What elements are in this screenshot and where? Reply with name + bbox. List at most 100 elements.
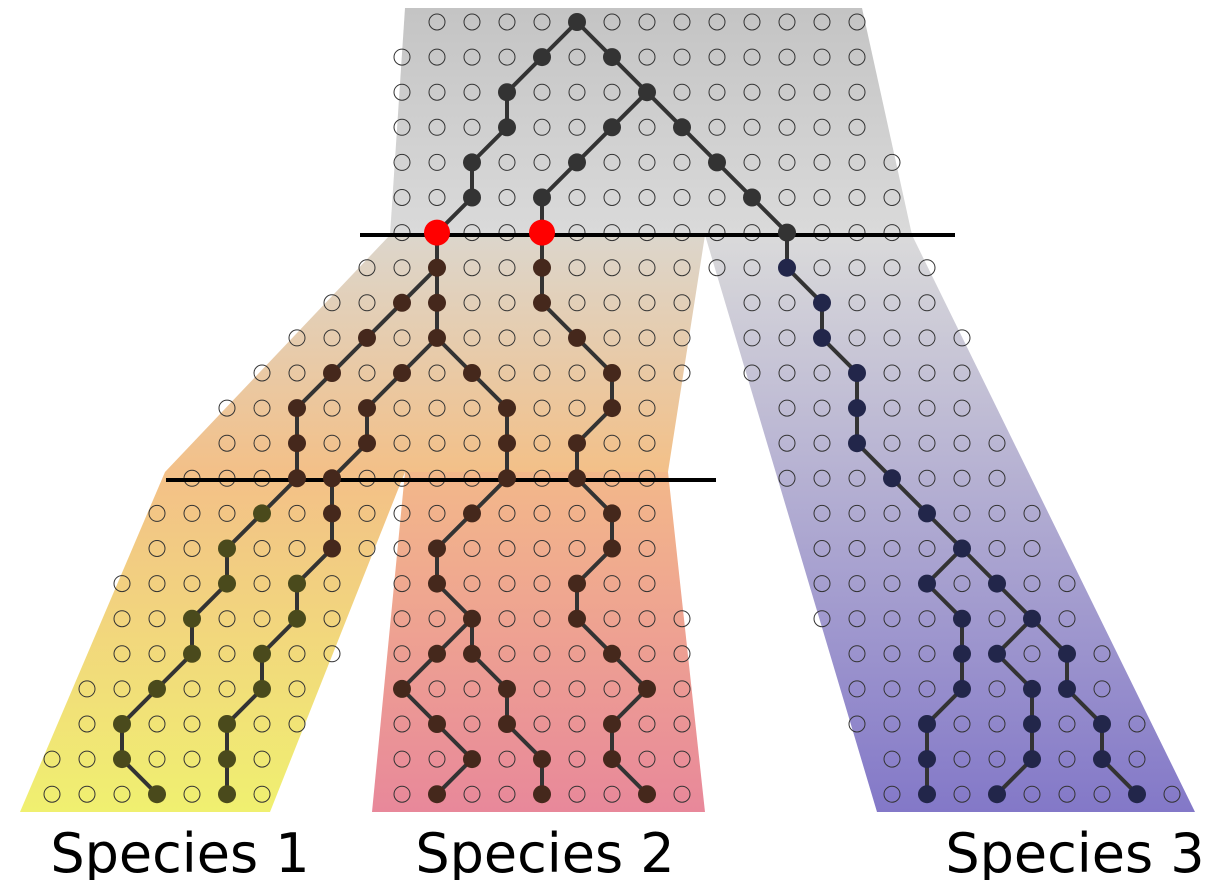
- lineage-node: [498, 118, 516, 136]
- species-label: Species 3: [945, 822, 1204, 880]
- lineage-node: [498, 83, 516, 101]
- lineage-node: [288, 434, 306, 452]
- species-3-region: [705, 235, 1195, 812]
- lineage-node: [533, 294, 551, 312]
- lineage-node: [393, 294, 411, 312]
- lineage-node: [568, 610, 586, 628]
- lineage-node: [883, 469, 901, 487]
- lineage-node: [323, 540, 341, 558]
- lineage-node: [813, 329, 831, 347]
- lineage-node: [183, 610, 201, 628]
- lineage-node: [288, 575, 306, 593]
- lineage-node: [918, 750, 936, 768]
- lineage-node: [603, 399, 621, 417]
- lineage-node: [113, 715, 131, 733]
- lineage-node: [813, 294, 831, 312]
- lineage-node: [953, 645, 971, 663]
- lineage-node: [603, 750, 621, 768]
- lineage-node: [638, 680, 656, 698]
- lineage-node: [428, 329, 446, 347]
- lineage-node: [218, 575, 236, 593]
- lineage-node: [253, 680, 271, 698]
- lineage-node: [498, 434, 516, 452]
- lineage-node: [568, 434, 586, 452]
- lineage-node: [428, 294, 446, 312]
- lineage-node: [918, 504, 936, 522]
- lineage-node: [288, 469, 306, 487]
- lineage-node: [1058, 680, 1076, 698]
- lineage-node: [463, 610, 481, 628]
- lineage-node: [463, 750, 481, 768]
- lineage-node: [603, 118, 621, 136]
- lineage-node: [848, 364, 866, 382]
- lineage-node: [218, 715, 236, 733]
- lineage-node: [393, 680, 411, 698]
- lineage-node: [253, 504, 271, 522]
- coalescence-node: [424, 220, 450, 246]
- lineage-node: [568, 575, 586, 593]
- lineage-node: [463, 153, 481, 171]
- lineage-node: [603, 48, 621, 66]
- species-1-region: [20, 472, 405, 812]
- lineage-node: [428, 785, 446, 803]
- lineage-node: [848, 399, 866, 417]
- lineage-node: [708, 153, 726, 171]
- lineage-node: [1093, 715, 1111, 733]
- lineage-node: [533, 259, 551, 277]
- lineage-node: [428, 645, 446, 663]
- lineage-node: [743, 189, 761, 207]
- lineage-node: [638, 785, 656, 803]
- lineage-node: [288, 610, 306, 628]
- lineage-node: [498, 399, 516, 417]
- lineage-node: [498, 680, 516, 698]
- lineage-node: [603, 645, 621, 663]
- lineage-node: [463, 645, 481, 663]
- lineage-node: [428, 715, 446, 733]
- lineage-node: [533, 48, 551, 66]
- lineage-node: [323, 469, 341, 487]
- lineage-node: [1023, 750, 1041, 768]
- lineage-node: [218, 750, 236, 768]
- lineage-node: [288, 399, 306, 417]
- lineage-node: [568, 329, 586, 347]
- lineage-node: [533, 189, 551, 207]
- lineage-node: [568, 469, 586, 487]
- lineage-node: [533, 750, 551, 768]
- lineage-node: [953, 680, 971, 698]
- lineage-node: [1093, 750, 1111, 768]
- lineage-node: [498, 469, 516, 487]
- lineage-node: [988, 575, 1006, 593]
- lineage-node: [568, 13, 586, 31]
- lineage-node: [603, 715, 621, 733]
- lineage-node: [918, 785, 936, 803]
- lineage-node: [113, 750, 131, 768]
- lineage-node: [988, 645, 1006, 663]
- lineage-node: [603, 364, 621, 382]
- lineage-node: [988, 785, 1006, 803]
- species-label: Species 2: [415, 822, 674, 880]
- lineage-node: [323, 504, 341, 522]
- species-tree-diagram: Species 1 Species 2 Species 3: [0, 0, 1212, 880]
- lineage-node: [673, 118, 691, 136]
- lineage-node: [603, 540, 621, 558]
- lineage-node: [393, 364, 411, 382]
- coalescence-node: [529, 220, 555, 246]
- lineage-node: [358, 434, 376, 452]
- lineage-node: [918, 715, 936, 733]
- lineage-node: [253, 645, 271, 663]
- lineage-node: [1058, 645, 1076, 663]
- lineage-node: [638, 83, 656, 101]
- lineage-node: [463, 364, 481, 382]
- lineage-node: [778, 224, 796, 242]
- lineage-node: [1023, 715, 1041, 733]
- species-label: Species 1: [50, 822, 309, 880]
- lineage-node: [183, 645, 201, 663]
- lineage-node: [1023, 610, 1041, 628]
- lineage-node: [428, 259, 446, 277]
- lineage-node: [778, 259, 796, 277]
- lineage-node: [148, 785, 166, 803]
- lineage-node: [568, 153, 586, 171]
- lineage-node: [148, 680, 166, 698]
- lineage-node: [358, 399, 376, 417]
- lineage-node: [848, 434, 866, 452]
